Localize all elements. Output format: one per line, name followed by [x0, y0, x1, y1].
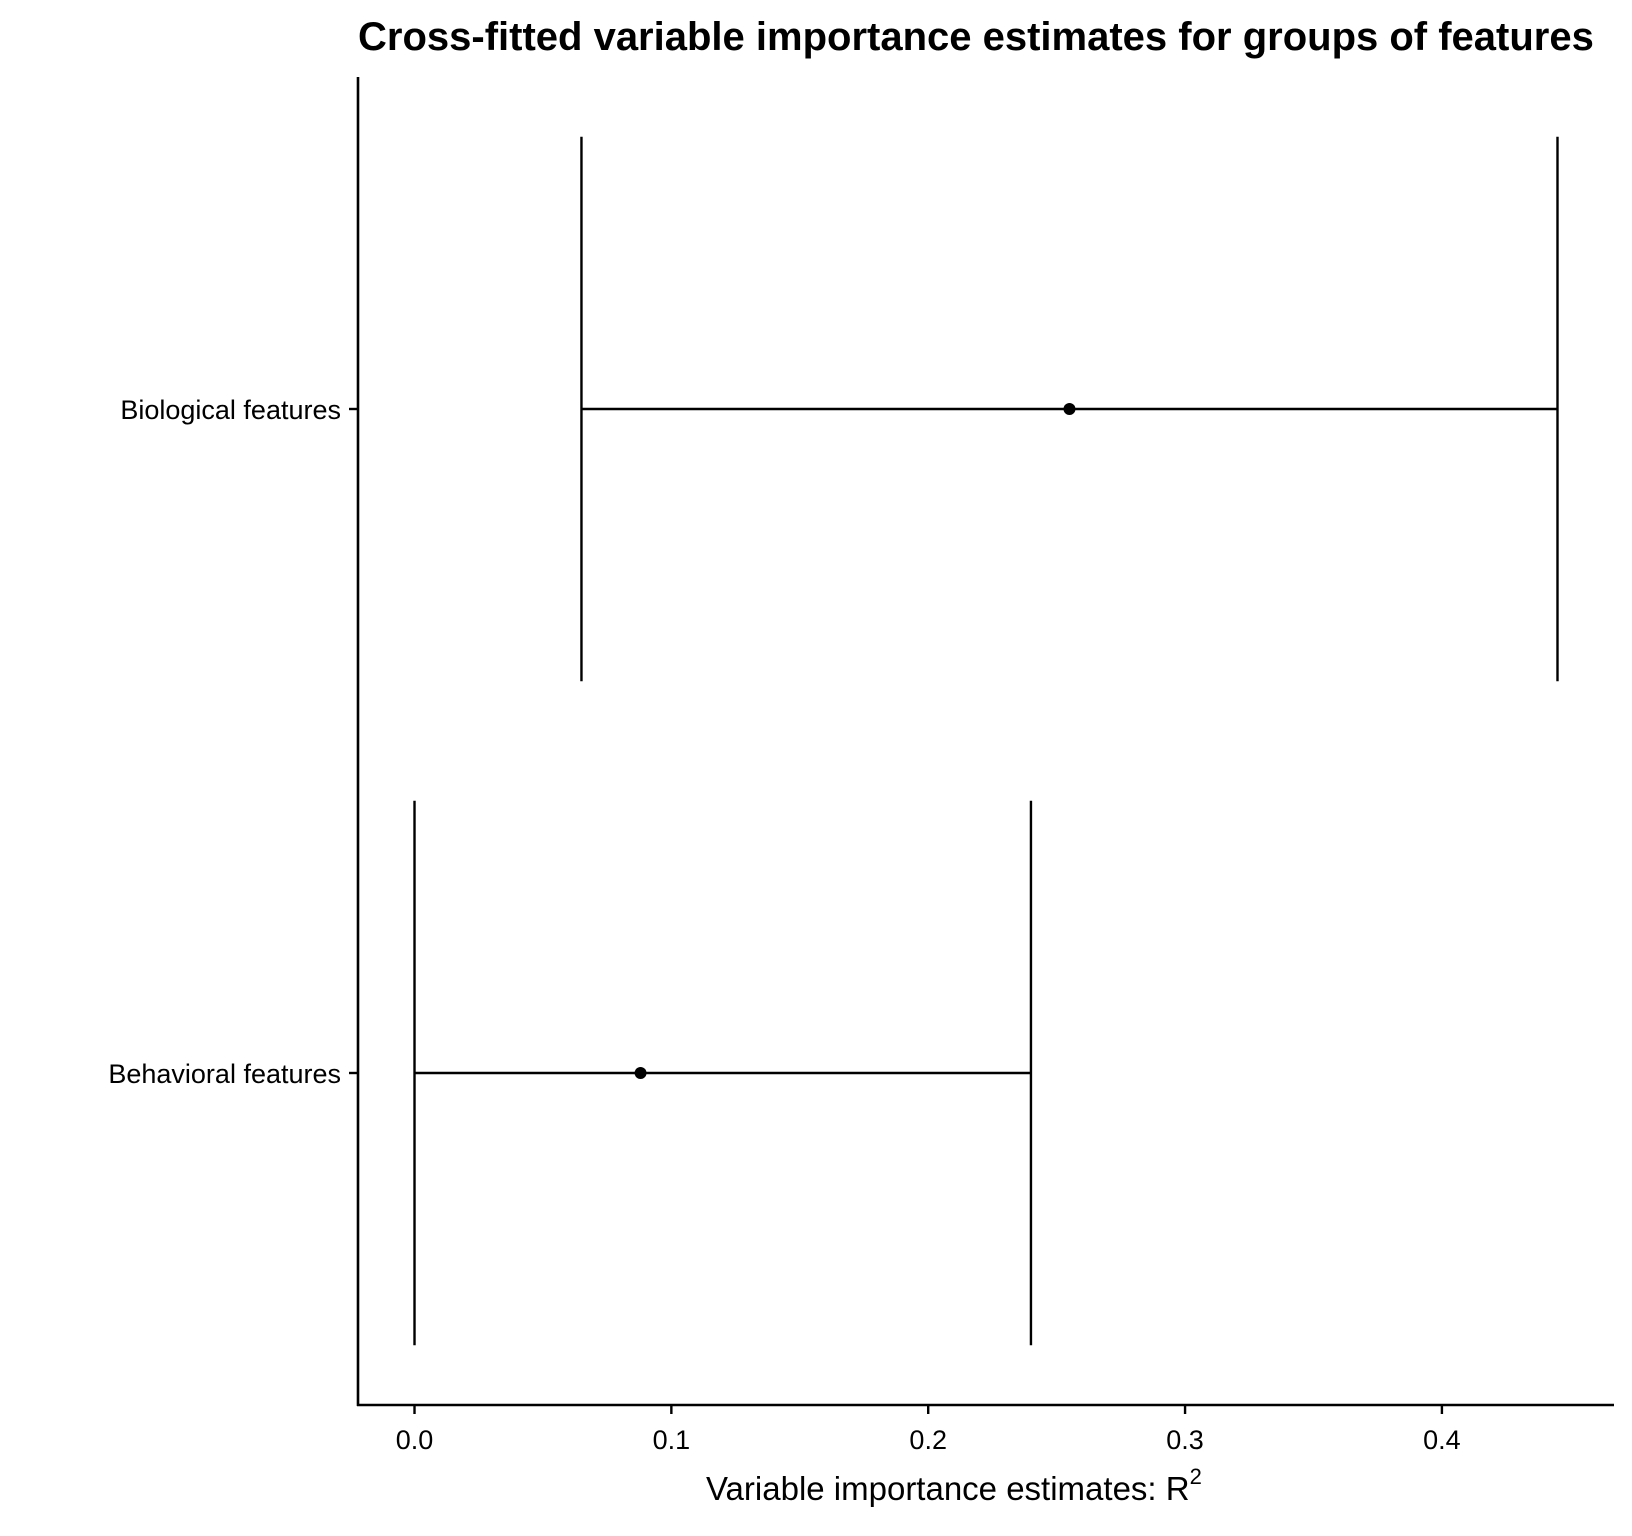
x-axis-title-text: Variable importance estimates: R	[706, 1470, 1190, 1507]
x-tick-label: 0.0	[396, 1425, 434, 1455]
x-axis-title-superscript: 2	[1190, 1464, 1202, 1489]
estimate-point	[634, 1067, 647, 1079]
y-axis-ticks: Biological features Behavioral features	[108, 395, 358, 1089]
y-tick-label: Behavioral features	[108, 1059, 341, 1089]
x-tick-label: 0.1	[653, 1425, 691, 1455]
x-axis-title: Variable importance estimates: R2	[706, 1464, 1202, 1507]
chart-title: Cross-fitted variable importance estimat…	[358, 15, 1594, 59]
y-tick-label: Biological features	[120, 395, 341, 425]
x-tick-label: 0.4	[1423, 1425, 1461, 1455]
x-tick-label: 0.3	[1166, 1425, 1204, 1455]
x-tick-label: 0.2	[909, 1425, 947, 1455]
plot-marks	[413, 136, 1559, 1346]
x-axis-ticks: 0.0 0.1 0.2 0.3 0.4	[396, 1405, 1461, 1455]
estimate-point	[1063, 403, 1076, 415]
